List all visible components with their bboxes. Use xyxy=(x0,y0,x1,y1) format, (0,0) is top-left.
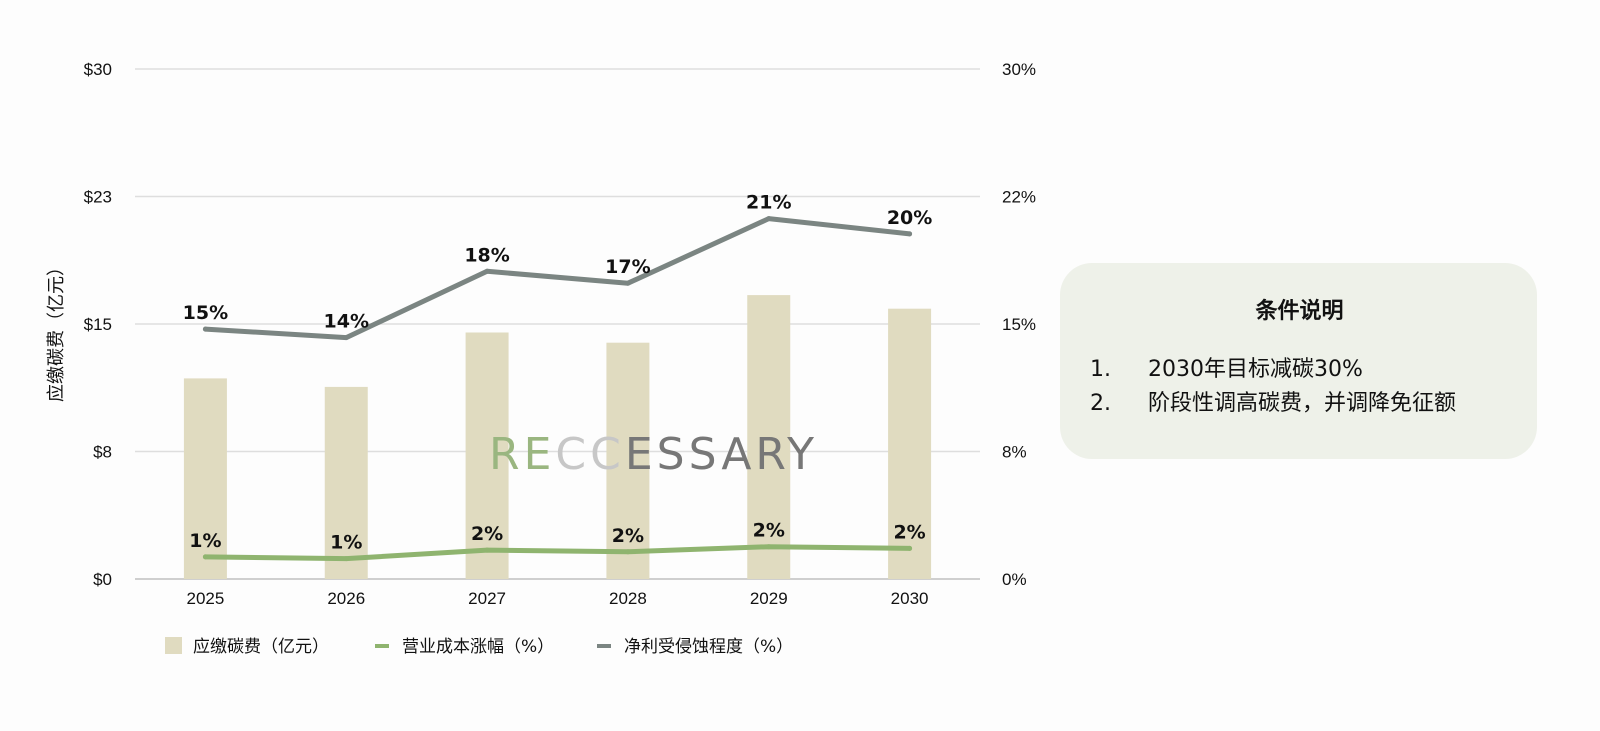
data-label: 1% xyxy=(330,532,362,554)
condition-number: 1. xyxy=(1090,357,1111,382)
legend-label: 营业成本涨幅（%） xyxy=(402,637,554,657)
x-tick-label: 2028 xyxy=(609,589,647,608)
condition-item: 1. 2030年目标减碳30% xyxy=(1090,353,1509,387)
y2-tick-label: 30% xyxy=(1002,60,1036,79)
condition-text: 2030年目标减碳30% xyxy=(1148,357,1363,382)
x-tick-label: 2027 xyxy=(468,589,506,608)
line-point xyxy=(625,280,631,286)
conditions-card: 条件说明 1. 2030年目标减碳30% 2. 阶段性调高碳费，并调降免征额 xyxy=(1060,263,1537,459)
data-label: 2% xyxy=(471,523,503,545)
line-point xyxy=(202,326,208,332)
watermark-part: E xyxy=(524,429,556,480)
watermark-part: R xyxy=(489,429,524,480)
data-label: 18% xyxy=(464,244,509,266)
line-point xyxy=(907,545,913,551)
data-label: 14% xyxy=(324,311,369,333)
gridlines xyxy=(135,68,980,580)
x-tick-label: 2029 xyxy=(750,589,788,608)
y-axis-title: 应缴碳费（亿元） xyxy=(46,258,67,402)
line-point xyxy=(343,556,349,562)
watermark-part: ESSARY xyxy=(625,429,818,480)
data-label: 15% xyxy=(183,302,228,324)
y2-tick-label: 22% xyxy=(1002,188,1036,207)
condition-item: 2. 阶段性调高碳费，并调降免征额 xyxy=(1090,387,1509,421)
condition-text: 阶段性调高碳费，并调降免征额 xyxy=(1148,391,1457,416)
combo-chart: 1% 1% 2% 2% 2% 2%15% 14%18%17%21%20% $0 0%$8 8%$… xyxy=(46,60,1036,657)
line-point xyxy=(766,544,772,550)
y2-tick-label: 15% xyxy=(1002,315,1036,334)
axes: $0 0% $8 8% $15 15% $23 22% $30 30% 2025 2026 2027 20… xyxy=(84,60,1036,608)
bar xyxy=(747,295,791,579)
bar xyxy=(183,378,227,579)
data-labels: 1% 1% 2% 2% 2% 2% 15% 14% 18% 17% 21% 20% xyxy=(183,192,933,554)
data-label: 20% xyxy=(887,207,932,229)
line-point xyxy=(907,231,913,237)
bar xyxy=(606,342,650,579)
series-line xyxy=(202,544,913,562)
data-label: 21% xyxy=(746,192,791,214)
line-point xyxy=(766,216,772,222)
watermark-logo: RECCESSARY xyxy=(489,429,818,480)
bar xyxy=(888,308,932,579)
conditions-title: 条件说明 xyxy=(1255,299,1344,324)
y2-tick-label: 0% xyxy=(1002,570,1027,589)
y-tick-label: $15 xyxy=(84,315,112,334)
conditions-list: 1. 2030年目标减碳30% 2. 阶段性调高碳费，并调降免征额 xyxy=(1090,353,1509,421)
y-tick-label: $30 xyxy=(84,60,112,79)
y-tick-label: $23 xyxy=(84,188,112,207)
data-label: 2% xyxy=(753,520,785,542)
line-point xyxy=(484,547,490,553)
x-tick-label: 2030 xyxy=(891,589,929,608)
line-series xyxy=(202,216,913,562)
x-tick-label: 2025 xyxy=(187,589,225,608)
line-point xyxy=(202,554,208,560)
y-tick-label: $0 xyxy=(93,570,112,589)
bar xyxy=(324,386,368,579)
legend: 应缴碳费（亿元） 营业成本涨幅（%） 净利受侵蚀程度（%） xyxy=(165,637,793,657)
watermark-part: CC xyxy=(555,429,624,480)
line-point xyxy=(625,549,631,555)
condition-number: 2. xyxy=(1090,391,1111,416)
series-line xyxy=(202,216,913,341)
bar-series xyxy=(183,295,932,579)
legend-label: 净利受侵蚀程度（%） xyxy=(624,637,793,657)
data-label: 1% xyxy=(189,530,221,552)
y2-tick-label: 8% xyxy=(1002,443,1027,462)
data-label: 17% xyxy=(605,256,650,278)
data-label: 2% xyxy=(612,525,644,547)
legend-label: 应缴碳费（亿元） xyxy=(193,637,329,657)
bar xyxy=(465,332,509,579)
data-label: 2% xyxy=(893,521,925,543)
line-point xyxy=(343,335,349,341)
y-tick-label: $8 xyxy=(93,443,112,462)
line-point xyxy=(484,268,490,274)
legend-swatch-bar xyxy=(165,637,182,654)
x-tick-label: 2026 xyxy=(327,589,365,608)
